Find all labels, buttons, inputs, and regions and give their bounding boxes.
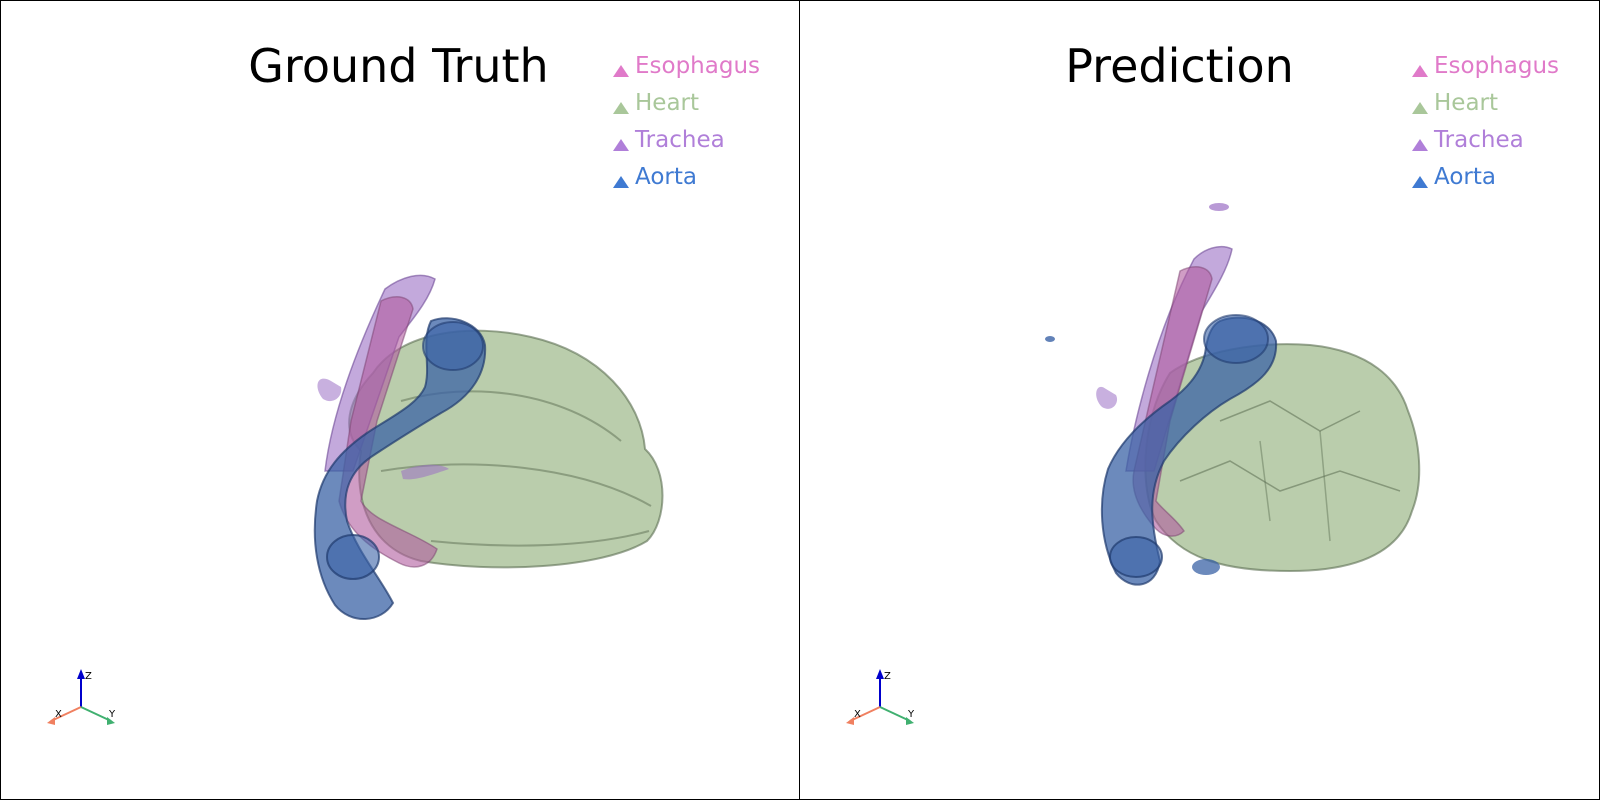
heart-contour xyxy=(1219,400,1361,432)
legend-item-aorta: Aorta xyxy=(613,158,760,195)
legend-item-aorta: Aorta xyxy=(1412,158,1559,195)
orientation-axes-widget: Z X Y xyxy=(846,669,915,725)
legend-label: Heart xyxy=(1434,89,1499,116)
legend-item-esophagus: Esophagus xyxy=(1412,47,1559,84)
panel-title: Prediction xyxy=(1065,39,1294,93)
aorta-ring xyxy=(1203,314,1269,364)
aorta-fragment xyxy=(1045,336,1055,342)
triangle-icon xyxy=(613,64,629,77)
z-axis-arrow-icon xyxy=(876,669,884,679)
legend-label: Trachea xyxy=(1434,126,1524,153)
triangle-icon xyxy=(613,138,629,151)
ground-truth-viewport[interactable]: Ground Truth Esophagus Heart Trachea Aor… xyxy=(0,0,801,800)
prediction-viewport[interactable]: Prediction Esophagus Heart Trachea Aorta… xyxy=(799,0,1600,800)
triangle-icon xyxy=(613,175,629,188)
aorta-ring xyxy=(1109,536,1163,578)
legend-item-esophagus: Esophagus xyxy=(613,47,760,84)
legend-label: Aorta xyxy=(1434,163,1496,190)
triangle-icon xyxy=(1412,138,1428,151)
x-axis-arrow-icon xyxy=(846,717,854,725)
prediction-render xyxy=(1045,203,1421,586)
legend-label: Heart xyxy=(635,89,700,116)
aorta-ring xyxy=(422,321,484,371)
legend-label: Esophagus xyxy=(635,52,761,79)
triangle-icon xyxy=(1412,101,1428,114)
y-axis-arrow-icon xyxy=(107,717,115,725)
panel-title: Ground Truth xyxy=(248,39,549,93)
legend-label: Trachea xyxy=(635,126,725,153)
legend-item-heart: Heart xyxy=(1412,84,1559,121)
legend-item-trachea: Trachea xyxy=(613,121,760,158)
y-axis-arrow-icon xyxy=(906,717,914,725)
heart-contour xyxy=(1259,430,1331,542)
aorta-mesh xyxy=(1100,316,1278,586)
trachea-branch xyxy=(1096,386,1118,409)
aorta-ring xyxy=(326,534,380,580)
triangle-icon xyxy=(1412,175,1428,188)
x-axis-arrow-icon xyxy=(47,717,55,725)
x-axis-label: X xyxy=(854,709,861,720)
triangle-icon xyxy=(613,101,629,114)
y-axis-label: Y xyxy=(108,709,116,720)
aorta-fragment xyxy=(1192,559,1220,575)
legend: Esophagus Heart Trachea Aorta xyxy=(613,47,760,195)
trachea-branch xyxy=(401,464,449,480)
ground-truth-render xyxy=(313,274,664,620)
heart-contour xyxy=(430,530,650,547)
legend-label: Esophagus xyxy=(1434,52,1560,79)
trachea-branch xyxy=(317,378,342,402)
triangle-icon xyxy=(1412,64,1428,77)
trachea-fragment xyxy=(1209,203,1229,211)
legend: Esophagus Heart Trachea Aorta xyxy=(1412,47,1559,195)
y-axis-label: Y xyxy=(907,709,915,720)
legend-item-trachea: Trachea xyxy=(1412,121,1559,158)
heart-contour xyxy=(1179,460,1401,492)
heart-mesh xyxy=(1144,343,1421,573)
x-axis-label: X xyxy=(55,709,62,720)
legend-item-heart: Heart xyxy=(613,84,760,121)
z-axis-label: Z xyxy=(884,671,891,682)
orientation-axes-widget: Z X Y xyxy=(47,669,116,725)
z-axis-label: Z xyxy=(85,671,92,682)
aorta-mesh xyxy=(313,317,487,620)
z-axis-arrow-icon xyxy=(77,669,85,679)
legend-label: Aorta xyxy=(635,163,697,190)
